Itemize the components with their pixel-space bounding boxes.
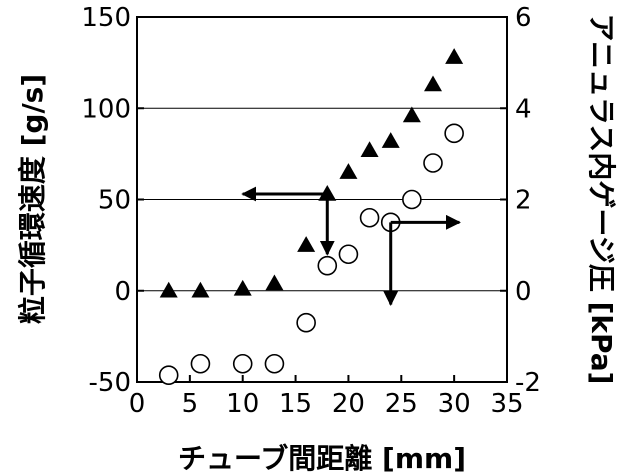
triangle-point <box>191 281 210 298</box>
y2-tick-label: 6 <box>515 3 532 33</box>
circle-point <box>359 207 380 228</box>
circle-point <box>444 123 464 144</box>
x-tick-label: 10 <box>226 389 259 419</box>
data-series <box>158 48 464 385</box>
x-axis-title: チューブ間距離 [mm] <box>178 442 466 475</box>
y-tick-label: 150 <box>81 3 131 33</box>
circle-point <box>423 153 443 173</box>
triangle-point <box>402 106 421 123</box>
y2-tick-label: 2 <box>515 186 532 216</box>
triangle-point <box>445 48 464 64</box>
circle-point <box>296 312 316 333</box>
circle-point <box>338 244 359 265</box>
x-tick-label: 20 <box>332 389 365 419</box>
triangle-point <box>339 163 358 179</box>
y-tick-label: -50 <box>89 368 131 398</box>
circle-point <box>317 255 338 276</box>
y2-tick-label: 0 <box>515 277 532 307</box>
triangle-point <box>233 279 252 296</box>
triangle-point <box>381 132 400 148</box>
triangle-point <box>297 236 316 252</box>
x-tick-label: 15 <box>279 389 312 419</box>
y2-tick-label: 4 <box>515 94 532 124</box>
triangle-point <box>265 274 284 291</box>
circle-point <box>190 353 211 374</box>
x-tick-label: 30 <box>438 389 471 419</box>
x-tick-label: 25 <box>385 389 418 419</box>
y2-axis-title: アニュラス内ゲージ圧 [kPa] <box>585 14 618 385</box>
circle-point <box>158 365 179 385</box>
tick-marks <box>136 16 508 383</box>
y-axis-title: 粒子循環速度 [g/s] <box>16 74 49 324</box>
y-tick-label: 100 <box>81 94 131 124</box>
triangle-point <box>159 281 178 298</box>
circle-point <box>232 353 253 374</box>
y-tick-label: 50 <box>98 186 131 216</box>
x-tick-label: 35 <box>490 389 523 419</box>
x-tick-label: 5 <box>182 389 199 419</box>
circle-point <box>402 189 422 210</box>
y2-tick-label: -2 <box>515 368 541 398</box>
circle-point <box>264 353 285 374</box>
x-tick-label: 0 <box>129 389 146 419</box>
triangle-point <box>360 141 379 157</box>
triangle-point <box>424 75 442 92</box>
y-tick-label: 0 <box>114 277 131 307</box>
annotation-arrows <box>241 186 461 306</box>
